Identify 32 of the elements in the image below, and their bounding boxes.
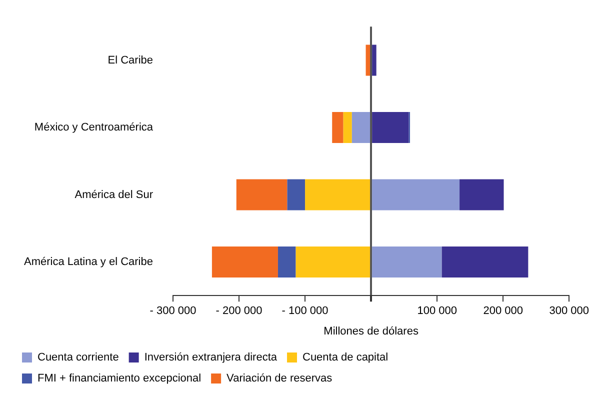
bar bbox=[287, 179, 306, 210]
bar bbox=[343, 112, 352, 143]
bar bbox=[460, 179, 504, 210]
bar bbox=[372, 246, 442, 278]
bar bbox=[296, 246, 370, 278]
y-tick-label: América del Sur bbox=[74, 188, 154, 201]
y-tick-label: México y Centroamérica bbox=[34, 122, 154, 134]
y-tick-label: América Latina y el Caribe bbox=[24, 256, 154, 268]
bar bbox=[212, 246, 278, 278]
x-axis-title: Millones de dólares bbox=[324, 325, 419, 338]
x-tick-label: 100 000 bbox=[417, 305, 457, 318]
legend-label: Variación de reservas bbox=[226, 372, 333, 385]
bar bbox=[278, 246, 296, 278]
legend-label: Cuenta corriente bbox=[38, 352, 119, 364]
bar bbox=[442, 246, 528, 278]
x-tick-label: - 300 000 bbox=[150, 305, 196, 318]
bar bbox=[332, 112, 344, 143]
x-tick-label: 200 000 bbox=[483, 305, 523, 318]
bar bbox=[372, 179, 460, 210]
legend-label: FMI + financiamiento excepcional bbox=[38, 372, 202, 385]
bar bbox=[372, 112, 409, 143]
bar bbox=[305, 179, 370, 210]
x-tick-label: - 100 000 bbox=[282, 305, 328, 318]
legend-label: Cuenta de capital bbox=[302, 352, 388, 364]
bar bbox=[372, 44, 376, 76]
x-tick-label: - 200 000 bbox=[216, 305, 262, 318]
bar bbox=[352, 112, 370, 143]
bar bbox=[236, 179, 288, 210]
x-tick-label: 300 000 bbox=[549, 305, 589, 318]
legend-label: Inversión extranjera directa bbox=[144, 352, 278, 364]
bar bbox=[366, 44, 370, 76]
y-tick-label: El Caribe bbox=[108, 54, 154, 66]
